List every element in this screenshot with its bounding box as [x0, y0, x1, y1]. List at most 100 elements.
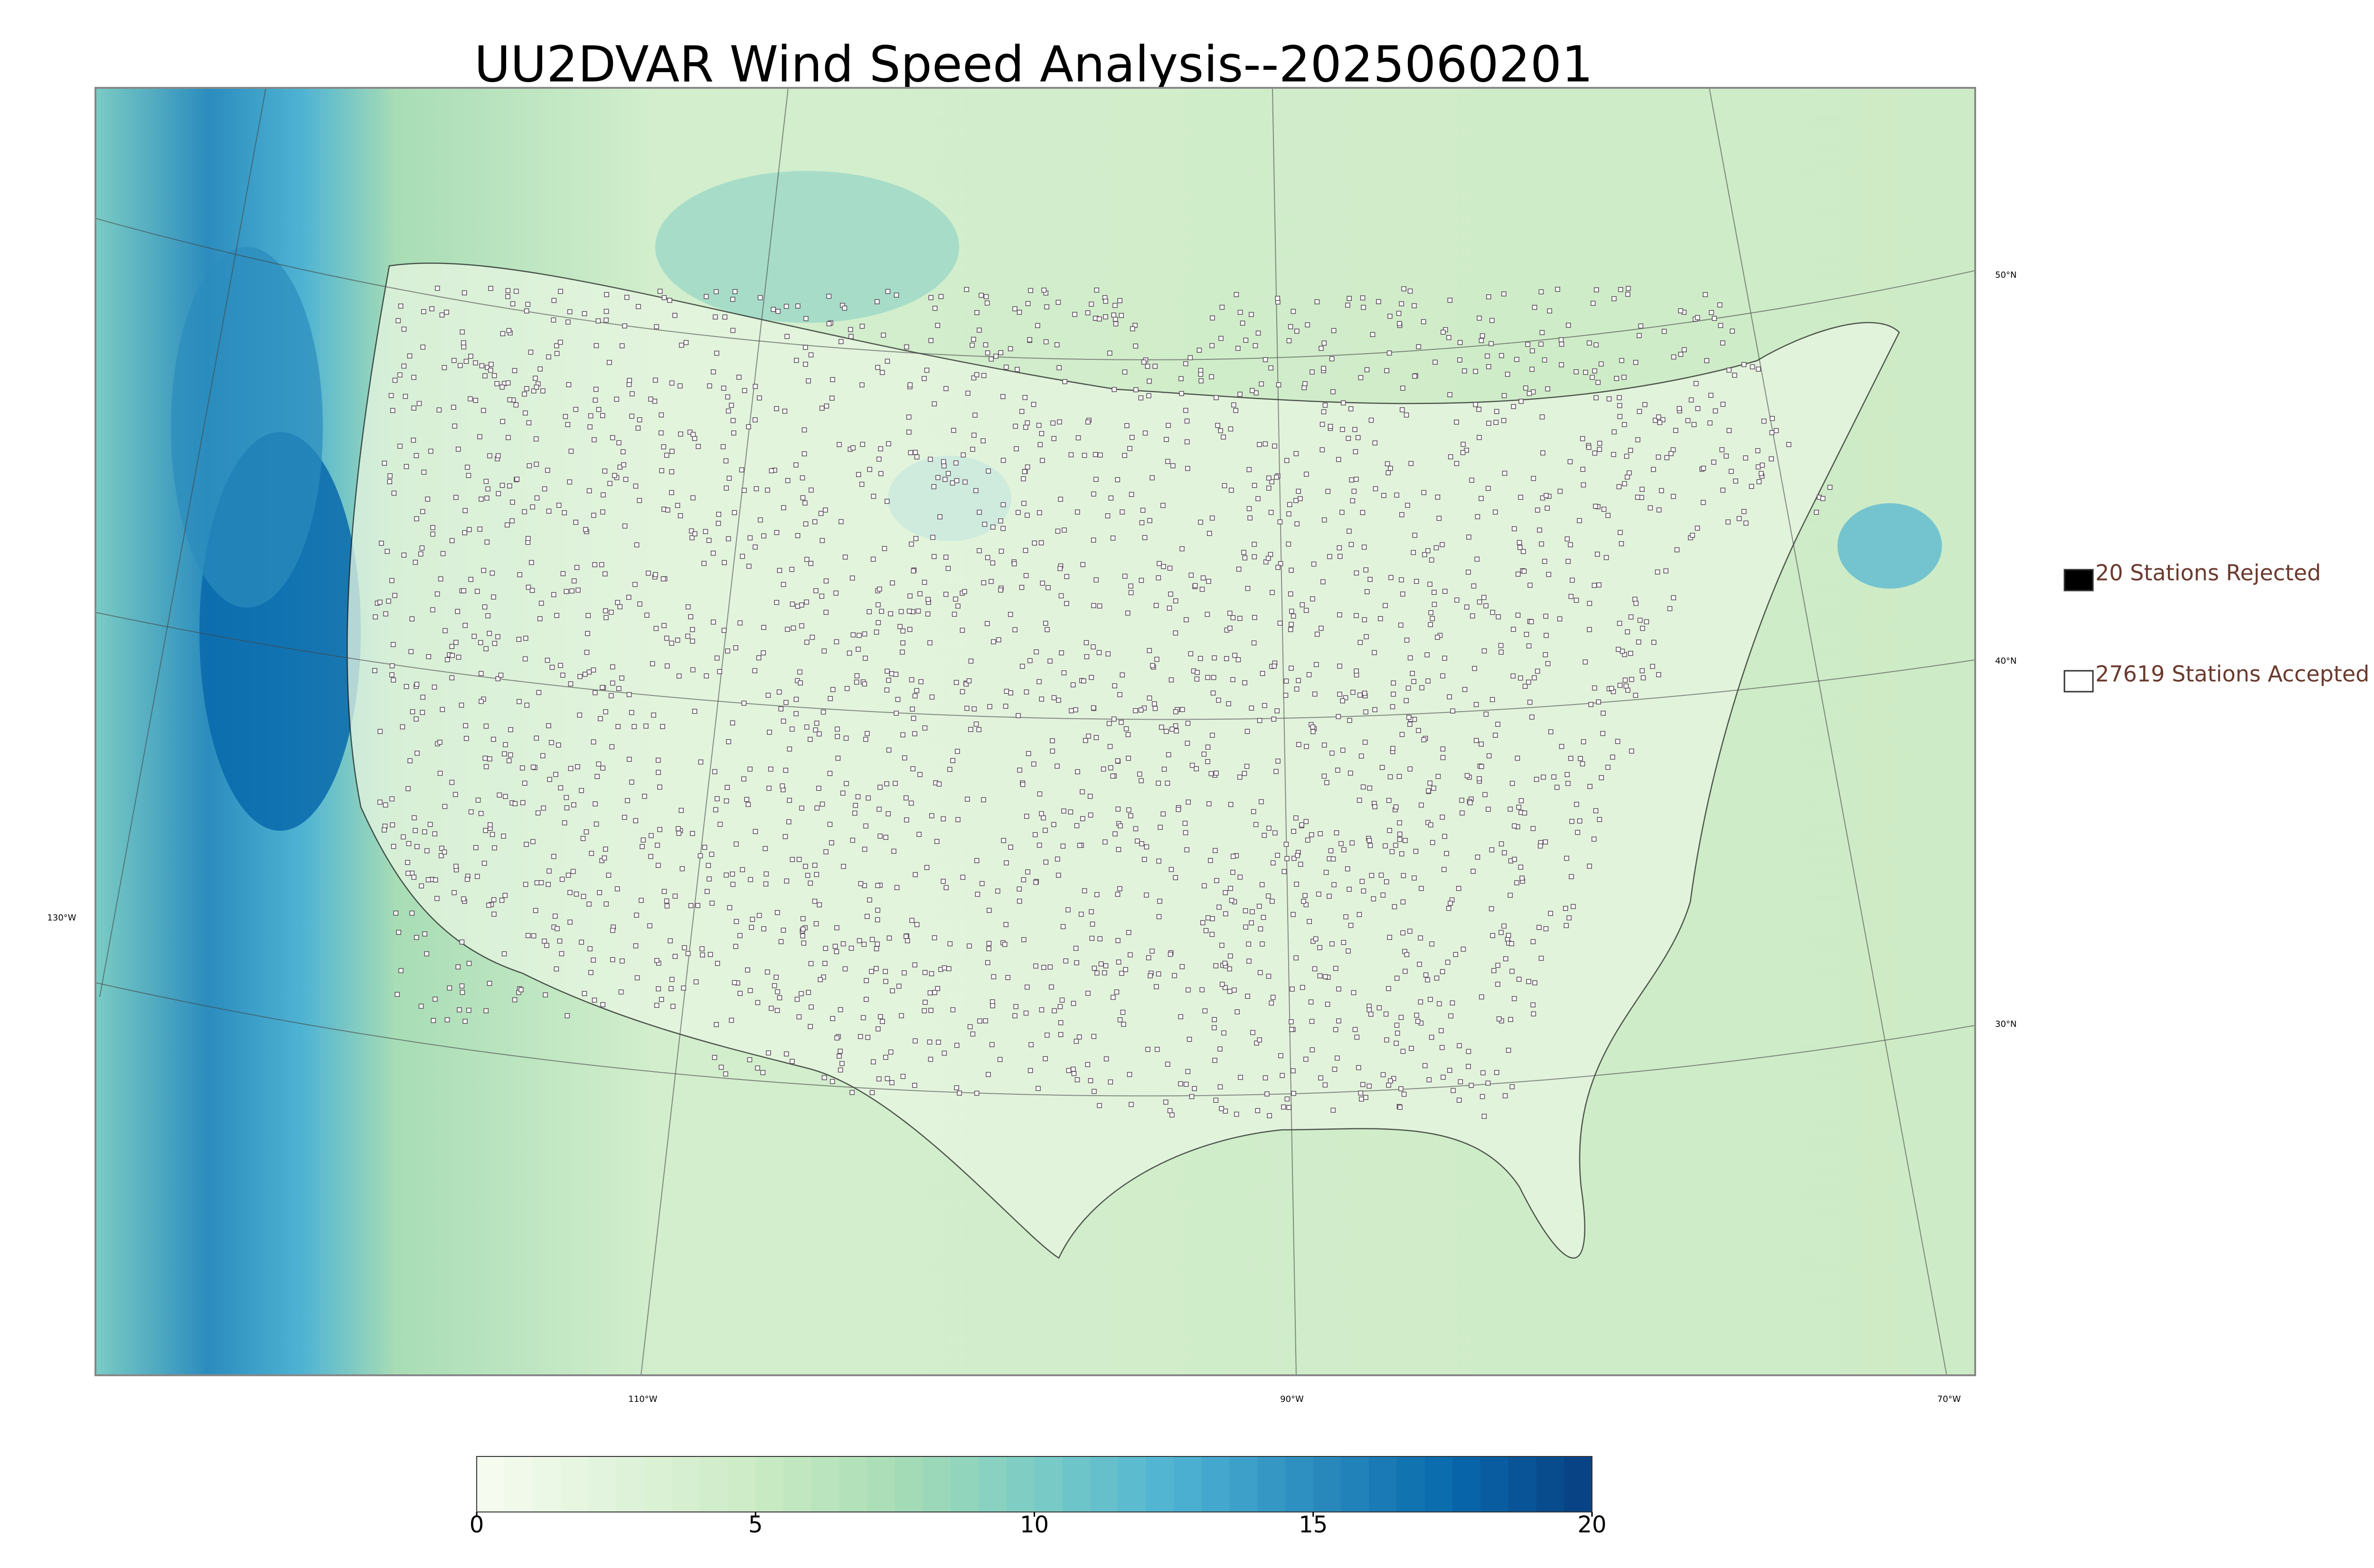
station-marker	[1105, 651, 1111, 657]
station-marker	[1364, 634, 1369, 639]
station-marker	[1530, 826, 1536, 831]
station-marker	[1522, 684, 1528, 689]
station-marker	[1548, 911, 1553, 916]
station-marker	[1496, 1016, 1502, 1022]
station-marker	[474, 589, 480, 594]
station-marker	[1567, 459, 1573, 464]
station-marker	[1564, 855, 1569, 861]
station-marker	[1538, 341, 1544, 347]
station-marker	[620, 958, 625, 964]
station-marker	[1291, 828, 1296, 834]
station-marker	[382, 460, 387, 466]
station-marker	[1496, 614, 1501, 620]
station-marker	[546, 354, 551, 360]
station-marker	[641, 837, 646, 843]
station-marker	[390, 822, 395, 827]
station-marker	[809, 1004, 814, 1010]
station-marker	[716, 521, 721, 526]
station-marker	[803, 864, 808, 869]
station-marker	[1237, 310, 1243, 315]
station-marker	[1820, 496, 1826, 501]
station-marker	[1319, 346, 1324, 351]
station-marker	[745, 802, 751, 807]
station-marker	[857, 938, 862, 943]
station-marker	[1074, 1039, 1079, 1044]
station-marker	[1086, 733, 1091, 739]
station-marker	[1119, 971, 1124, 976]
station-marker	[594, 821, 599, 827]
station-marker	[1214, 878, 1219, 883]
station-marker	[1055, 856, 1060, 862]
station-marker	[763, 871, 769, 877]
station-marker	[1437, 1001, 1442, 1006]
station-marker	[774, 406, 779, 412]
station-marker	[1230, 870, 1235, 875]
station-marker	[1736, 516, 1742, 521]
station-marker	[822, 961, 828, 966]
station-marker	[1664, 455, 1669, 460]
station-marker	[646, 570, 651, 576]
station-marker	[1228, 886, 1233, 891]
station-marker	[452, 792, 458, 797]
station-marker	[971, 432, 977, 438]
station-marker	[1569, 818, 1574, 824]
station-marker	[1197, 656, 1203, 661]
station-marker	[1398, 1086, 1404, 1091]
station-marker	[537, 616, 543, 621]
station-marker	[761, 625, 766, 630]
station-marker	[804, 599, 809, 605]
station-marker	[1341, 847, 1347, 853]
station-marker	[659, 430, 664, 436]
station-marker	[877, 586, 882, 592]
station-marker	[1103, 1056, 1109, 1061]
station-marker	[801, 926, 806, 932]
station-marker	[1156, 971, 1161, 976]
station-marker	[1291, 855, 1297, 861]
station-marker	[1296, 488, 1301, 494]
station-marker	[1656, 414, 1661, 420]
station-marker	[1518, 398, 1524, 404]
station-marker	[479, 363, 485, 368]
station-marker	[1442, 834, 1447, 839]
station-marker	[522, 509, 527, 515]
station-marker	[775, 309, 781, 314]
station-marker	[890, 988, 895, 994]
station-marker	[530, 504, 535, 510]
station-marker	[1629, 748, 1634, 754]
station-marker	[1112, 683, 1117, 688]
station-marker	[434, 896, 440, 901]
station-marker	[1314, 662, 1319, 667]
station-marker	[1294, 521, 1300, 526]
station-marker	[1294, 329, 1300, 334]
station-marker	[748, 877, 753, 883]
station-marker	[1291, 1068, 1296, 1073]
station-marker	[1114, 989, 1120, 995]
station-marker	[1557, 616, 1563, 622]
station-marker	[600, 1002, 606, 1007]
station-marker	[464, 876, 470, 882]
station-marker	[1157, 561, 1162, 566]
station-marker	[1348, 406, 1354, 412]
station-marker	[1354, 668, 1359, 674]
station-marker	[507, 397, 512, 403]
station-marker	[1332, 1067, 1338, 1072]
station-marker	[725, 536, 731, 542]
station-marker	[1321, 366, 1326, 371]
station-marker	[1093, 735, 1099, 741]
station-marker	[653, 377, 658, 383]
station-marker	[1436, 516, 1442, 521]
station-marker	[1020, 782, 1026, 787]
station-marker	[1139, 778, 1144, 783]
station-marker	[1580, 436, 1585, 441]
station-marker	[1000, 526, 1006, 531]
station-marker	[1386, 1082, 1391, 1088]
station-marker	[1379, 765, 1385, 770]
station-marker	[875, 917, 880, 922]
station-marker	[1094, 287, 1100, 293]
station-marker	[1184, 439, 1190, 445]
station-marker	[1477, 315, 1482, 321]
station-marker	[418, 551, 424, 557]
colorbar-segment	[644, 1456, 673, 1512]
station-marker	[664, 898, 669, 904]
station-marker	[565, 319, 571, 325]
